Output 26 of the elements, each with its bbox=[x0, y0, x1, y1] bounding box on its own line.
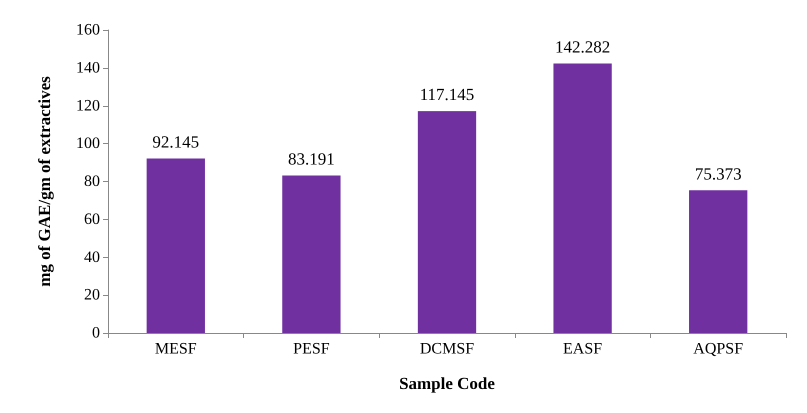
x-axis-title: Sample Code bbox=[399, 374, 496, 393]
bar bbox=[553, 64, 612, 333]
bar bbox=[146, 158, 205, 333]
x-tick-label: MESF bbox=[154, 340, 197, 358]
x-tick-label: PESF bbox=[293, 340, 330, 358]
data-label: 117.145 bbox=[420, 85, 474, 104]
data-label: 92.145 bbox=[152, 132, 200, 152]
y-tick-label: 40 bbox=[84, 248, 100, 266]
y-axis-title: mg of GAE/gm of extractives bbox=[35, 76, 54, 287]
data-label: 83.191 bbox=[288, 149, 335, 168]
y-tick-label: 60 bbox=[84, 210, 100, 228]
data-label: 142.282 bbox=[554, 38, 610, 57]
y-tick-label: 120 bbox=[76, 97, 100, 114]
y-tick-label: 20 bbox=[84, 286, 100, 304]
bar bbox=[689, 190, 748, 333]
y-tick-label: 140 bbox=[76, 59, 100, 76]
y-tick-label: 100 bbox=[76, 135, 100, 152]
bar bbox=[418, 111, 476, 333]
y-tick-label: 160 bbox=[76, 22, 100, 38]
y-tick-label: 0 bbox=[92, 324, 100, 342]
x-tick-label: AQPSF bbox=[693, 340, 744, 358]
bar bbox=[282, 175, 341, 333]
x-tick-label: DCMSF bbox=[420, 340, 474, 358]
data-label: 75.373 bbox=[694, 164, 742, 184]
y-tick-label: 80 bbox=[84, 173, 100, 190]
x-tick-label: EASF bbox=[563, 340, 602, 358]
